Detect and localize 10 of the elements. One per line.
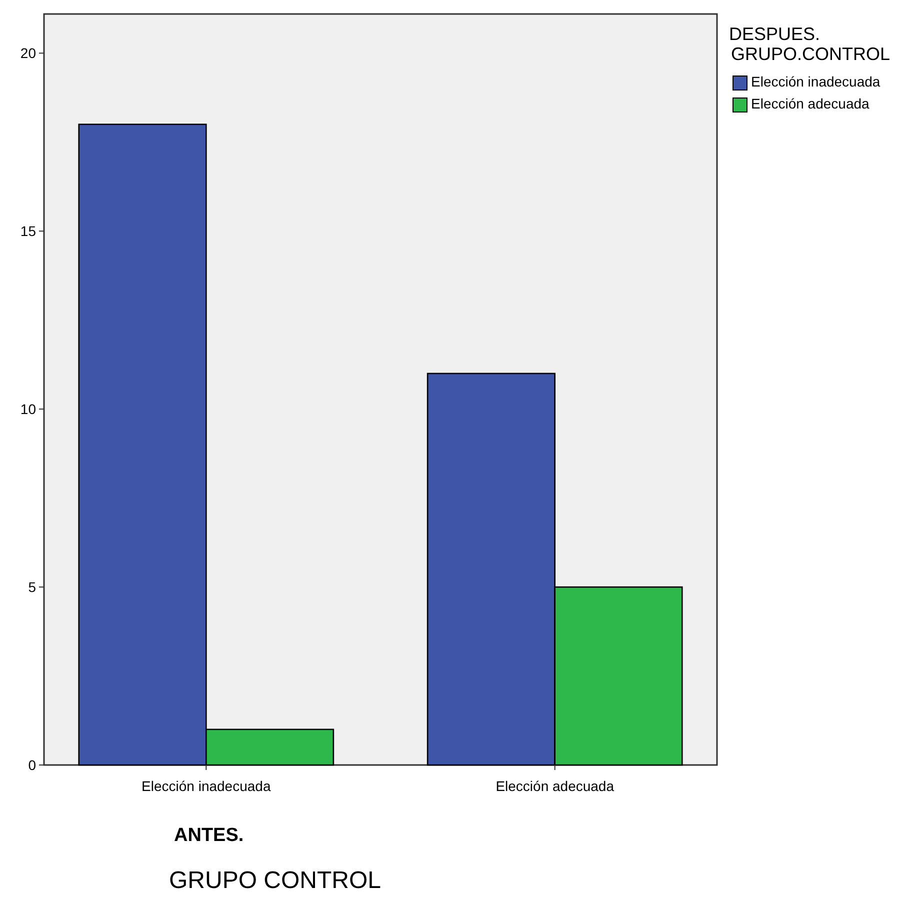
x-axis-title: ANTES. — [174, 825, 244, 846]
y-tick-label: 5 — [28, 578, 36, 595]
legend-label: Elección inadecuada — [751, 74, 880, 90]
y-tick-label: 10 — [20, 400, 36, 417]
y-tick-label: 15 — [20, 223, 36, 240]
text: GRUPO CONTROL — [169, 867, 382, 894]
y-tick-label: 20 — [20, 45, 36, 62]
legend-title: DESPUES. GRUPO.CONTROL — [729, 24, 890, 64]
legend-label: Elección adecuada — [751, 96, 870, 112]
y-tick-label: 0 — [28, 756, 36, 773]
